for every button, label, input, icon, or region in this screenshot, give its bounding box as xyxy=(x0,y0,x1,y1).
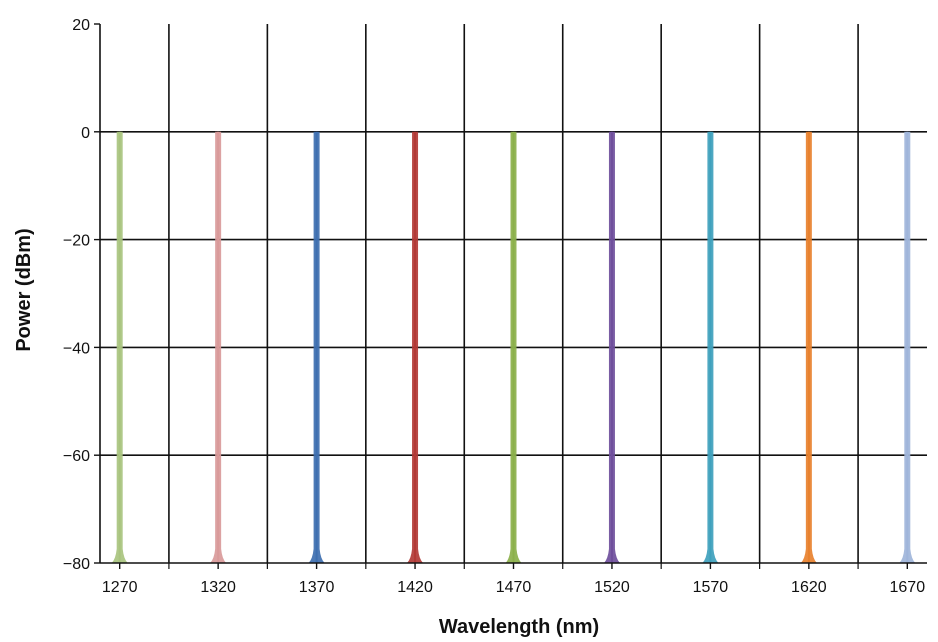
x-tick-label: 1320 xyxy=(200,579,236,596)
peak-core xyxy=(512,131,515,564)
spectrum-peak xyxy=(800,131,817,564)
y-tick-label: −20 xyxy=(63,233,90,250)
y-tick-label: 0 xyxy=(81,125,90,142)
x-tick-label: 1570 xyxy=(693,579,729,596)
spectrum-peak xyxy=(603,131,620,564)
spectrum-peak xyxy=(407,131,424,564)
spectrum-peak xyxy=(505,131,522,564)
tick-labels: 20 0 −20 −40 −60 −80 1270 1320 1370 1420 1470 1520 1… xyxy=(63,17,925,596)
peak-core xyxy=(807,131,810,564)
peak-core xyxy=(906,131,909,564)
x-tick-label: 1270 xyxy=(102,579,138,596)
series-layer xyxy=(111,131,916,564)
peak-core xyxy=(414,131,417,564)
spectrum-peak xyxy=(899,131,916,564)
spectrum-peak xyxy=(702,131,719,564)
x-tick-label: 1520 xyxy=(594,579,630,596)
y-tick-label: −80 xyxy=(63,556,90,573)
x-tick-label: 1420 xyxy=(397,579,433,596)
peak-core xyxy=(315,131,318,564)
x-axis-title: Wavelength (nm) xyxy=(439,616,599,638)
x-tick-label: 1470 xyxy=(496,579,532,596)
x-tick-label: 1620 xyxy=(791,579,827,596)
peak-core xyxy=(217,131,220,564)
x-tick-label: 1370 xyxy=(299,579,335,596)
y-axis-title: Power (dBm) xyxy=(13,228,35,351)
y-tick-label: 20 xyxy=(72,17,90,34)
y-tick-label: −40 xyxy=(63,340,90,357)
x-tick-label: 1670 xyxy=(890,579,926,596)
peak-core xyxy=(118,131,121,564)
grid xyxy=(100,24,927,563)
peak-core xyxy=(709,131,712,564)
axes xyxy=(94,23,927,569)
spectrum-peak xyxy=(210,131,227,564)
spectrum-peak xyxy=(111,131,128,564)
spectrum-peak xyxy=(308,131,325,564)
y-tick-label: −60 xyxy=(63,448,90,465)
peak-core xyxy=(610,131,613,564)
